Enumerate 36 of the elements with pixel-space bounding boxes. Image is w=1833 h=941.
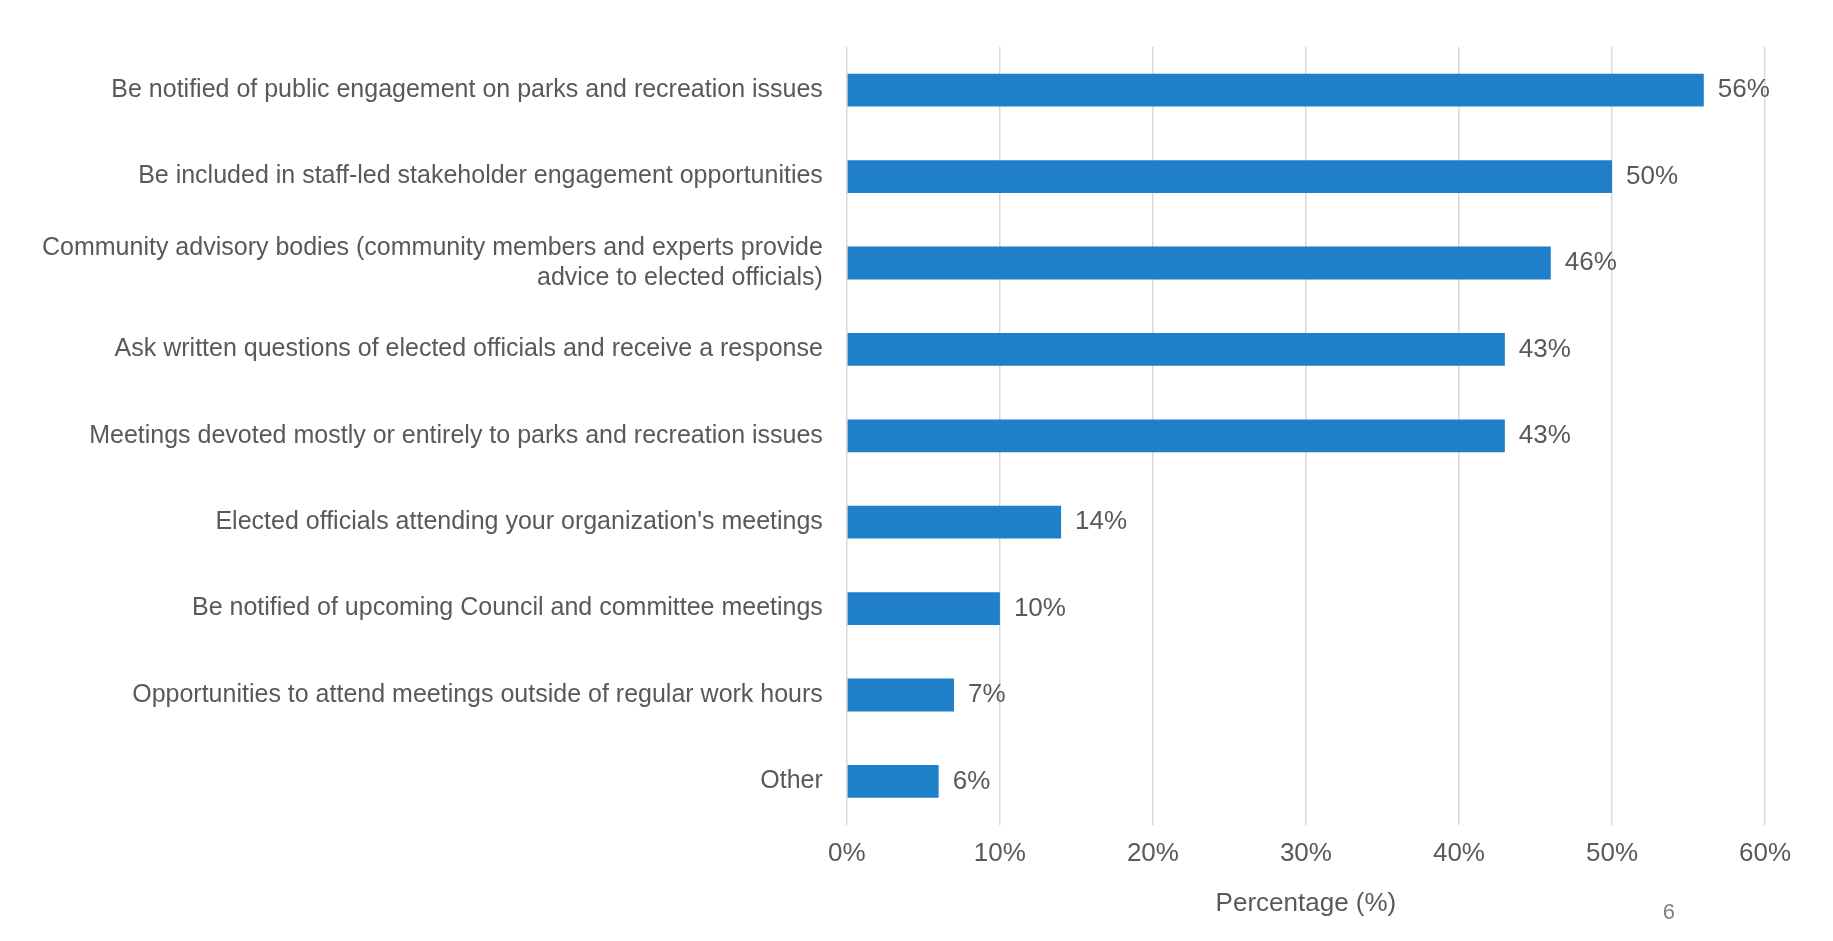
y-tick-label: Community advisory bodies (community members and experts provide advice to elected officials) [42, 231, 823, 290]
y-tick-label: Opportunities to attend meetings outside of regular work hours [132, 678, 823, 707]
x-tick-label: 50% [1585, 837, 1638, 868]
data-label: 7% [967, 678, 1006, 709]
x-tick-label: 30% [1279, 837, 1332, 868]
bar [847, 246, 1551, 280]
data-label: 43% [1518, 418, 1571, 449]
x-tick-label: 60% [1738, 837, 1792, 868]
y-tick-label: Be notified of public engagement on parks and recreation issues [111, 74, 823, 103]
bar [847, 592, 1000, 626]
bar [847, 764, 939, 798]
data-label: 56% [1717, 73, 1770, 104]
y-tick-label: Be notified of upcoming Council and committee meetings [191, 592, 823, 621]
x-tick-label: 10% [973, 837, 1026, 868]
y-tick-label: Other [760, 765, 823, 794]
x-tick-label: 0% [828, 837, 866, 868]
y-tick-label: Meetings devoted mostly or entirely to parks and recreation issues [89, 419, 823, 448]
y-tick-label: Ask written questions of elected officials and receive a response [114, 333, 823, 362]
data-label: 14% [1075, 505, 1128, 536]
text: 6 [1662, 899, 1675, 925]
data-label: 43% [1518, 332, 1571, 363]
bar [847, 419, 1505, 453]
bar [847, 73, 1704, 107]
data-label: 6% [952, 764, 991, 795]
bar [847, 332, 1505, 366]
data-label: 10% [1013, 591, 1066, 622]
x-tick-label: 40% [1432, 837, 1485, 868]
x-tick-label: 20% [1126, 837, 1179, 868]
y-tick-label: Elected officials attending your organization's meetings [215, 506, 823, 535]
data-label: 46% [1564, 246, 1617, 277]
y-tick-label: Be included in staff-led stakeholder engagement opportunities [138, 160, 823, 189]
data-label: 50% [1625, 159, 1679, 190]
bar [847, 678, 954, 712]
bar [847, 160, 1612, 194]
bar [847, 505, 1062, 539]
x-axis-title: Percentage (%) [1215, 886, 1397, 917]
